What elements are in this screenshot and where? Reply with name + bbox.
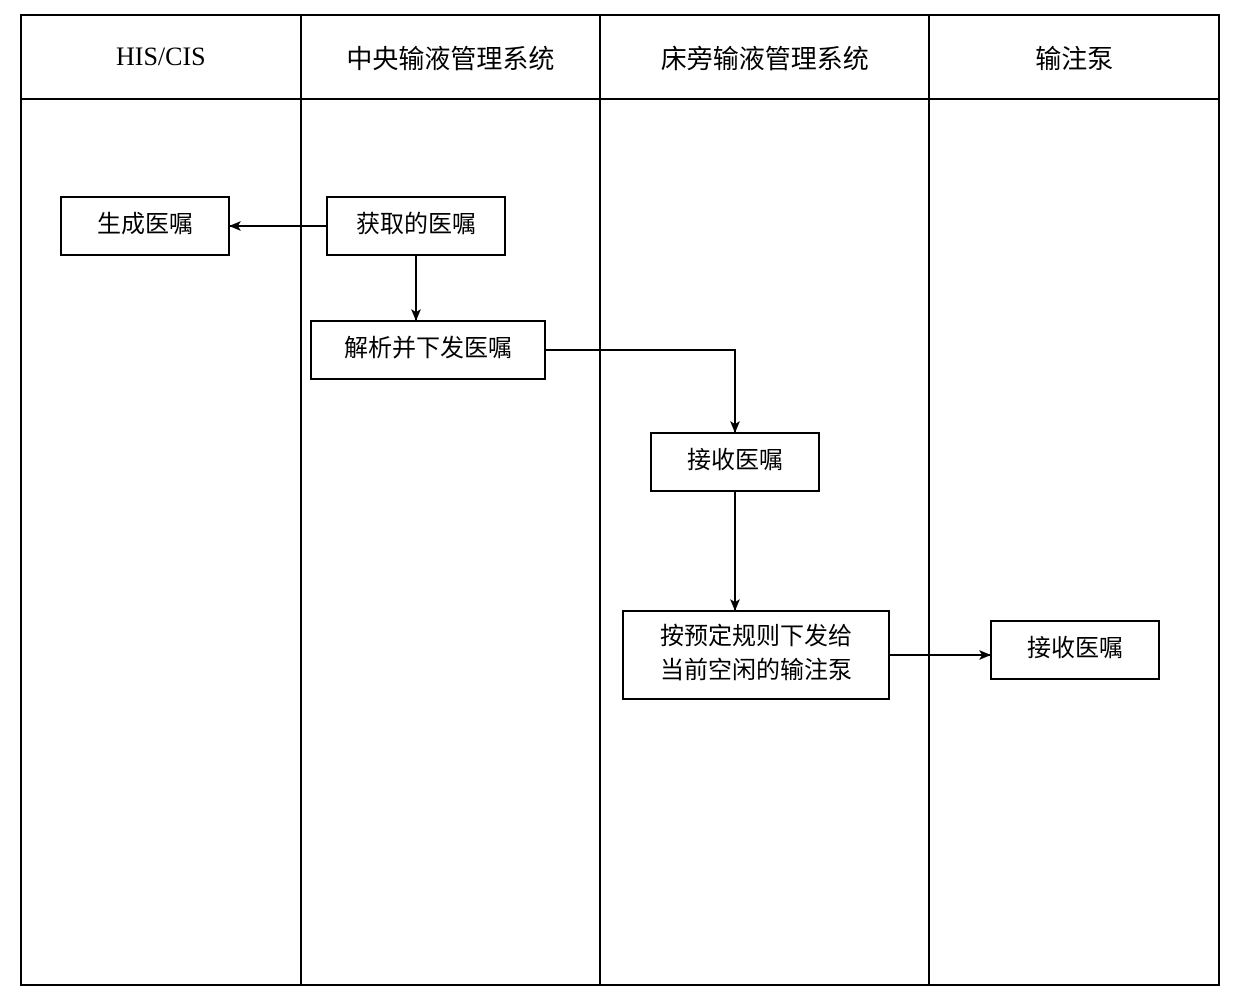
node-label: 获取的医嘱 [356,209,476,243]
swimlane-header-2: 中央输液管理系统 [301,15,600,99]
node-fetch-order: 获取的医嘱 [326,196,506,256]
node-label: 接收医嘱 [687,445,783,479]
node-label: 接收医嘱 [1027,633,1123,667]
node-receive-order-1: 接收医嘱 [650,432,820,492]
node-receive-order-2: 接收医嘱 [990,620,1160,680]
swimlane-header-3: 床旁输液管理系统 [600,15,929,99]
node-generate-order: 生成医嘱 [60,196,230,256]
node-dispatch-to-pump: 按预定规则下发给 当前空闲的输注泵 [622,610,890,700]
swimlane-header-row: HIS/CIS 中央输液管理系统 床旁输液管理系统 输注泵 [21,15,1219,99]
node-label: 解析并下发医嘱 [344,333,512,367]
node-label: 按预定规则下发给 当前空闲的输注泵 [660,621,852,688]
swimlane-body-4 [929,99,1219,985]
swimlane-body-3 [600,99,929,985]
diagram-canvas: HIS/CIS 中央输液管理系统 床旁输液管理系统 输注泵 生成医嘱 获取的医嘱… [0,0,1240,1005]
swimlane-header-4: 输注泵 [929,15,1219,99]
swimlane-header-1: HIS/CIS [21,15,301,99]
swimlane-table: HIS/CIS 中央输液管理系统 床旁输液管理系统 输注泵 [20,14,1220,986]
node-parse-dispatch: 解析并下发医嘱 [310,320,546,380]
node-label: 生成医嘱 [97,209,193,243]
